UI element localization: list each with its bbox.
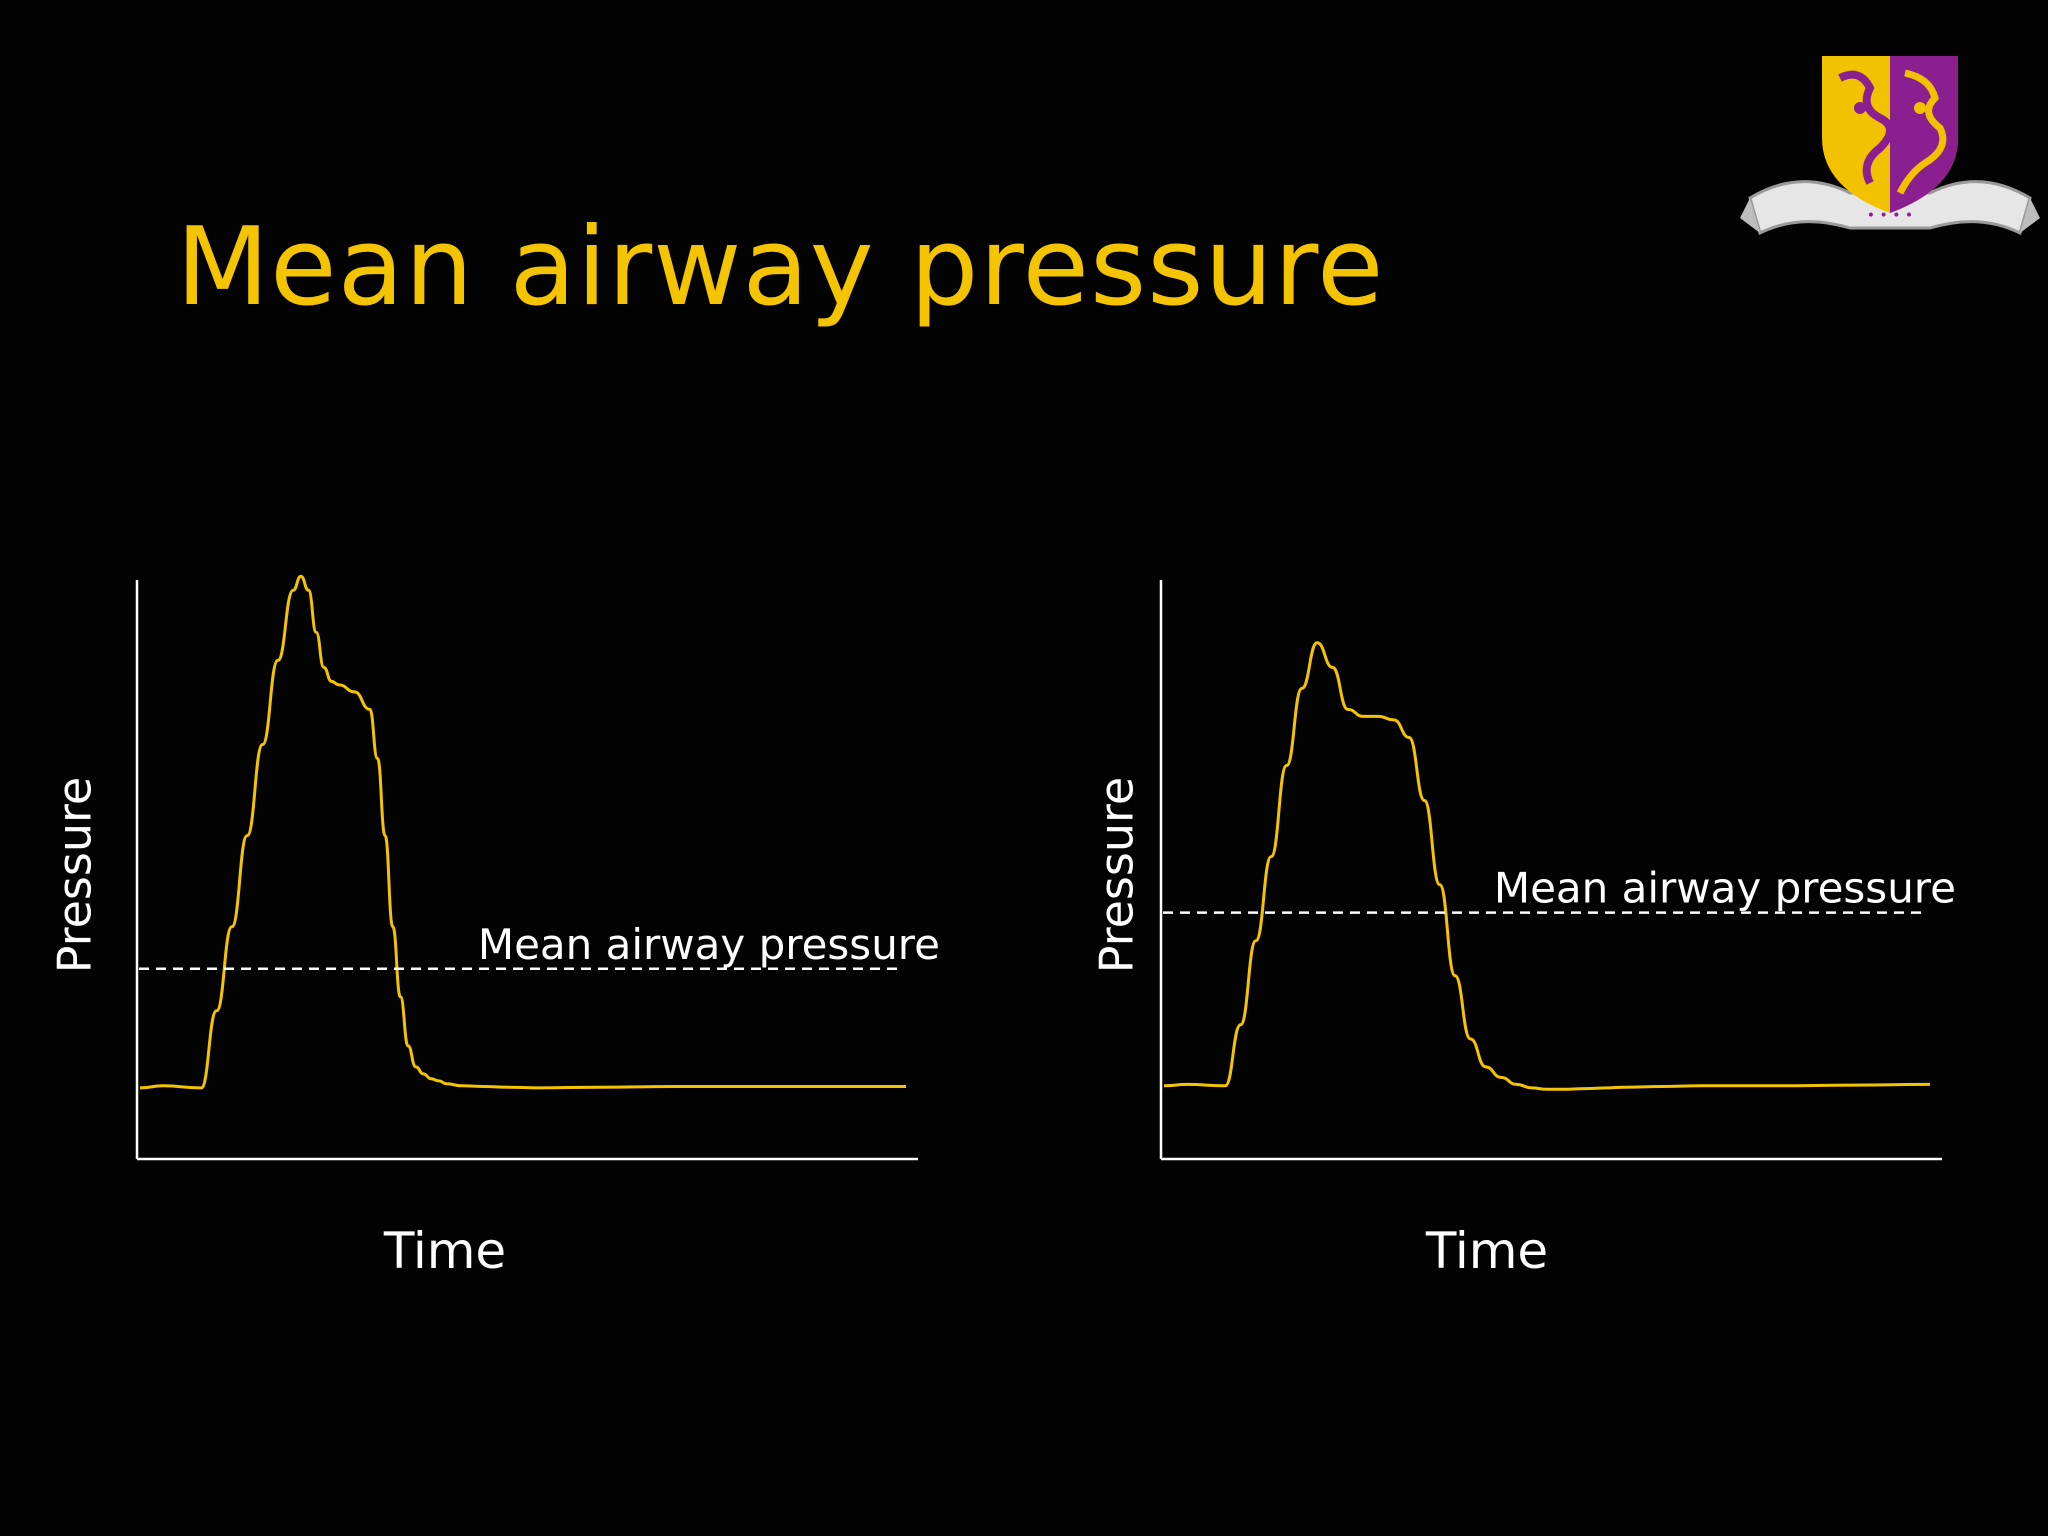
x-axis-label: Time: [383, 1222, 506, 1280]
chart-right: Mean airway pressure Time Pressure: [1090, 580, 1956, 1280]
chart-left: Mean airway pressure Time Pressure: [48, 574, 940, 1280]
pressure-curve: [139, 574, 906, 1090]
university-crest-icon: • • • •: [1740, 56, 2040, 236]
y-axis-label: Pressure: [48, 777, 102, 973]
mean-pressure-label: Mean airway pressure: [1494, 864, 1956, 913]
y-axis-label: Pressure: [1090, 777, 1144, 973]
page-title: Mean airway pressure: [176, 205, 1385, 330]
pressure-curve: [1163, 641, 1931, 1091]
mean-pressure-label: Mean airway pressure: [478, 920, 940, 969]
svg-text:• • • •: • • • •: [1867, 208, 1913, 224]
x-axis-label: Time: [1425, 1222, 1548, 1280]
